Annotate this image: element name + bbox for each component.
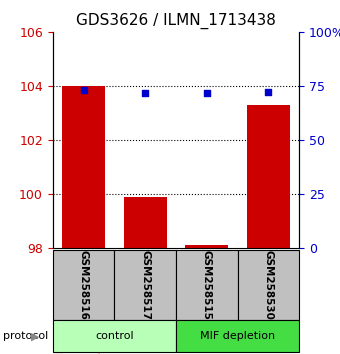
Point <box>204 91 209 96</box>
Text: GSM258530: GSM258530 <box>264 250 273 320</box>
Bar <box>53 320 176 352</box>
Point <box>142 91 148 96</box>
Bar <box>185 245 228 248</box>
Text: GSM258517: GSM258517 <box>140 250 150 320</box>
Bar <box>238 250 299 320</box>
Bar <box>53 250 114 320</box>
Bar <box>114 250 176 320</box>
Point <box>81 87 86 93</box>
Text: GSM258515: GSM258515 <box>202 250 212 320</box>
Bar <box>62 86 105 248</box>
Text: ▶: ▶ <box>31 331 40 341</box>
Bar <box>123 196 167 248</box>
Text: protocol: protocol <box>3 331 49 341</box>
Point <box>266 90 271 95</box>
Text: ■  count: ■ count <box>53 353 102 354</box>
Bar <box>176 320 299 352</box>
Bar <box>176 250 238 320</box>
Text: MIF depletion: MIF depletion <box>200 331 275 341</box>
Bar <box>247 105 290 248</box>
Title: GDS3626 / ILMN_1713438: GDS3626 / ILMN_1713438 <box>76 13 276 29</box>
Text: control: control <box>95 331 134 341</box>
Text: GSM258516: GSM258516 <box>79 250 88 320</box>
